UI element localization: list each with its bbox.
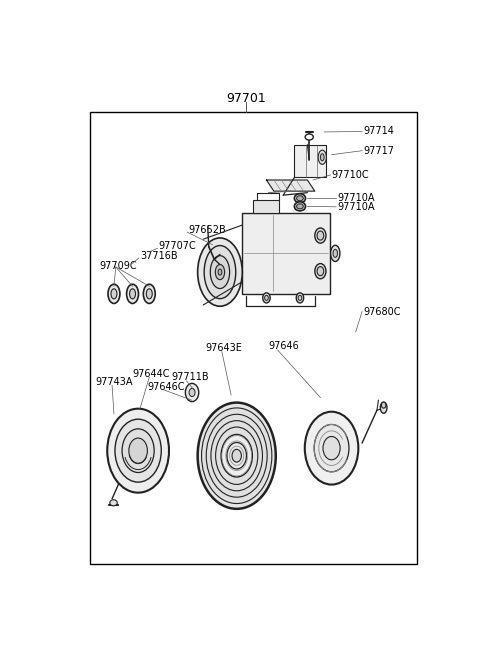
Ellipse shape	[318, 150, 326, 164]
Ellipse shape	[127, 284, 139, 304]
Circle shape	[115, 419, 161, 482]
Circle shape	[232, 449, 241, 462]
Circle shape	[206, 415, 267, 497]
Text: 97710C: 97710C	[332, 170, 369, 180]
Circle shape	[202, 408, 272, 503]
Ellipse shape	[198, 238, 242, 306]
Text: 97717: 97717	[363, 146, 394, 156]
Ellipse shape	[317, 267, 324, 276]
Circle shape	[382, 402, 386, 408]
Text: 97646C: 97646C	[147, 382, 185, 392]
Bar	[90, 112, 417, 564]
Ellipse shape	[305, 134, 313, 140]
Text: 97643E: 97643E	[205, 343, 242, 353]
Ellipse shape	[111, 289, 117, 299]
Text: 97701: 97701	[226, 91, 266, 104]
Text: 97707C: 97707C	[158, 240, 196, 251]
Text: 97646: 97646	[268, 341, 299, 351]
Circle shape	[221, 434, 252, 477]
Circle shape	[107, 409, 169, 493]
Ellipse shape	[321, 154, 324, 161]
Circle shape	[189, 388, 195, 397]
Circle shape	[305, 412, 359, 485]
Bar	[294, 145, 326, 177]
Ellipse shape	[315, 263, 326, 279]
Ellipse shape	[146, 289, 152, 299]
Bar	[242, 213, 330, 294]
Ellipse shape	[315, 228, 326, 243]
Text: 37716B: 37716B	[140, 251, 178, 261]
Circle shape	[185, 384, 199, 401]
Text: 97652B: 97652B	[188, 225, 226, 235]
Bar	[253, 200, 279, 213]
Ellipse shape	[296, 293, 304, 303]
Ellipse shape	[130, 289, 135, 299]
Ellipse shape	[297, 204, 303, 209]
Circle shape	[314, 424, 349, 472]
Ellipse shape	[317, 231, 324, 240]
Polygon shape	[266, 180, 315, 191]
Text: 97743A: 97743A	[96, 377, 133, 388]
Text: 97714: 97714	[363, 126, 394, 137]
Ellipse shape	[218, 269, 222, 275]
Text: 97644C: 97644C	[132, 369, 170, 379]
Ellipse shape	[380, 402, 387, 413]
Text: 97711B: 97711B	[172, 373, 209, 382]
Ellipse shape	[216, 265, 225, 280]
Text: 97680C: 97680C	[363, 307, 401, 317]
Circle shape	[122, 429, 154, 472]
Ellipse shape	[297, 196, 303, 201]
Ellipse shape	[210, 256, 229, 288]
Circle shape	[198, 403, 276, 509]
Ellipse shape	[331, 245, 340, 261]
Ellipse shape	[294, 194, 305, 203]
Text: 97710A: 97710A	[337, 193, 374, 203]
Circle shape	[227, 442, 246, 469]
Text: 97710A: 97710A	[337, 202, 374, 212]
Circle shape	[211, 420, 263, 491]
Ellipse shape	[263, 293, 270, 303]
Ellipse shape	[108, 284, 120, 304]
Ellipse shape	[264, 296, 268, 300]
Circle shape	[129, 438, 147, 463]
Ellipse shape	[333, 249, 337, 258]
Ellipse shape	[144, 284, 155, 304]
Ellipse shape	[204, 246, 236, 299]
Circle shape	[323, 436, 340, 460]
Ellipse shape	[294, 202, 305, 211]
Text: 97709C: 97709C	[99, 261, 137, 271]
Circle shape	[216, 427, 258, 484]
Ellipse shape	[110, 500, 117, 506]
Ellipse shape	[298, 296, 302, 300]
